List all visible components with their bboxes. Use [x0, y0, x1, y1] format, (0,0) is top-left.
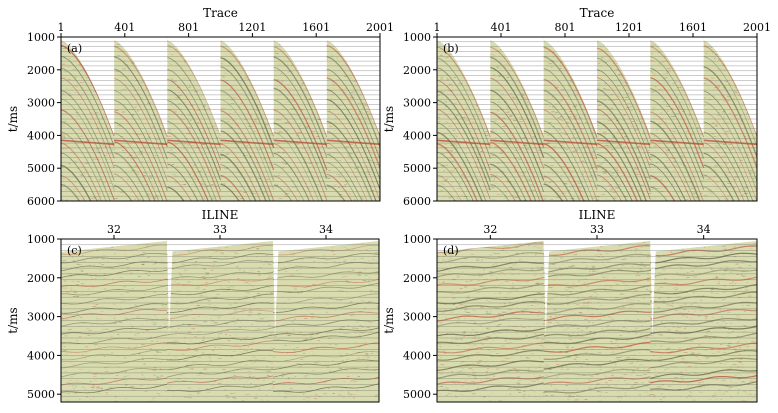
x-axis-title: ILINE [202, 208, 239, 222]
y-tick-label: 3000 [403, 97, 431, 110]
x-tick-label: 1201 [238, 21, 266, 34]
panel-label: (d) [443, 244, 459, 257]
x-axis-title: Trace [203, 6, 238, 20]
y-tick-label: 5000 [27, 162, 55, 175]
panel-label: (a) [67, 42, 82, 55]
x-tick-label: 1 [434, 21, 441, 34]
mute-zone [167, 37, 221, 136]
y-tick-label: 6000 [403, 195, 431, 208]
panel-label: (b) [443, 42, 459, 55]
x-tick-label: 33 [590, 223, 604, 236]
x-tick-label: 1601 [302, 21, 330, 34]
y-tick-label: 2000 [403, 272, 431, 285]
x-tick-label: 401 [491, 21, 512, 34]
mute-zone [597, 37, 651, 136]
plot-frame [60, 36, 381, 202]
x-tick-label: 2001 [743, 21, 771, 34]
mute-zone [437, 239, 544, 252]
y-tick-label: 3000 [403, 311, 431, 324]
seismic-image [437, 37, 757, 201]
x-tick-label: 33 [213, 223, 227, 236]
y-tick-label: 5000 [403, 388, 431, 401]
x-tick-label: 34 [319, 223, 333, 236]
x-tick-label: 1201 [615, 21, 643, 34]
x-tick-label: 801 [555, 21, 576, 34]
y-tick-label: 2000 [27, 64, 55, 77]
y-axis-title: t/ms [6, 106, 20, 132]
x-tick-label: 801 [178, 21, 199, 34]
x-tick-label: 1601 [679, 21, 707, 34]
mute-zone [220, 37, 274, 136]
y-axis-title: t/ms [6, 307, 20, 333]
mute-zone [437, 37, 491, 136]
panel-c: 32 33 34 ILINE 1000 2000 3000 4000 5000 t/ms (c) [6, 208, 380, 403]
panel-d: 32 33 34 ILINE 1000 2000 3000 4000 5000 t/ms (d) [382, 208, 758, 403]
x-tick-label: 32 [483, 223, 497, 236]
mute-zone [326, 37, 380, 136]
y-tick-label: 6000 [27, 195, 55, 208]
y-tick-label: 1000 [27, 31, 55, 44]
seismic-image [437, 239, 757, 402]
x-tick-label: 1 [58, 21, 65, 34]
y-tick-label: 3000 [27, 311, 55, 324]
y-tick-label: 1000 [403, 31, 431, 44]
y-tick-label: 2000 [403, 64, 431, 77]
mute-zone [650, 239, 757, 252]
y-tick-label: 2000 [27, 272, 55, 285]
mute-zone [490, 37, 544, 136]
y-tick-label: 4000 [403, 349, 431, 362]
x-axis-title: Trace [580, 6, 615, 20]
x-axis-title: ILINE [579, 208, 616, 222]
y-tick-label: 5000 [403, 162, 431, 175]
mute-zone [167, 239, 273, 252]
y-axis-title: t/ms [382, 307, 396, 333]
panel-a: 1 401 801 1201 1601 2001 Trace 1000 2000 3000 4000… [6, 6, 394, 208]
y-tick-label: 1000 [403, 233, 431, 246]
mute-zone [703, 37, 757, 136]
y-tick-label: 4000 [27, 349, 55, 362]
x-tick-label: 32 [107, 223, 121, 236]
y-tick-label: 4000 [403, 129, 431, 142]
mute-zone [543, 37, 597, 136]
mute-zone [61, 37, 115, 136]
mute-zone [543, 239, 651, 252]
mute-zone [114, 37, 168, 136]
mute-zone [273, 37, 327, 136]
x-tick-label: 401 [114, 21, 135, 34]
y-tick-label: 4000 [27, 129, 55, 142]
plot-frame [436, 36, 758, 202]
y-tick-label: 5000 [27, 388, 55, 401]
x-tick-label: 2001 [366, 21, 394, 34]
panel-b: 1 401 801 1201 1601 2001 Trace 1000 2000 3000 4000… [382, 6, 771, 208]
panel-label: (c) [67, 244, 82, 257]
y-tick-label: 1000 [27, 233, 55, 246]
y-tick-label: 3000 [27, 97, 55, 110]
seismic-image [61, 37, 380, 201]
seismic-image [61, 239, 379, 402]
x-tick-label: 34 [697, 223, 711, 236]
mute-zone [650, 37, 704, 136]
y-axis-title: t/ms [382, 106, 396, 132]
mute-zone [61, 239, 167, 252]
mute-zone [273, 239, 379, 252]
